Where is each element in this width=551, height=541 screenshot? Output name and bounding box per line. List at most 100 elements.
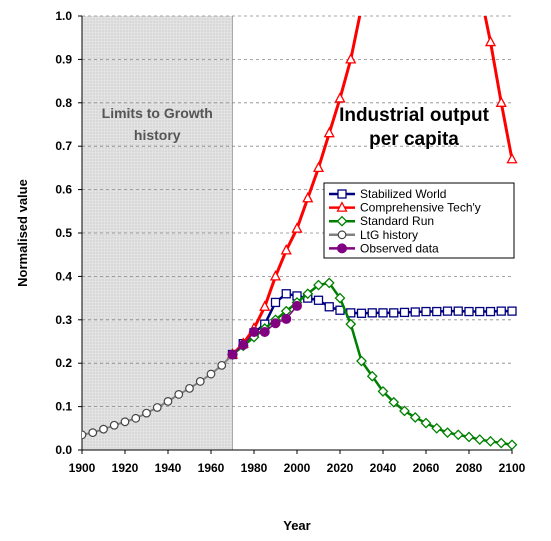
data-point-ltg-history (109, 420, 119, 430)
data-point-stabilized-world (453, 306, 463, 316)
data-point-ltg-history (152, 403, 162, 412)
legend-marker-comprehensive-tech-y (336, 201, 348, 212)
history-annotation-line-2: history (134, 127, 181, 143)
data-point-observed-data (259, 326, 270, 337)
y-tick-label: 0.3 (55, 313, 72, 327)
data-point-observed-data (227, 349, 238, 360)
data-point-standard-run (377, 385, 389, 397)
data-point-stabilized-world (464, 306, 474, 317)
y-tick-label: 0.8 (55, 96, 72, 110)
data-point-ltg-history (174, 390, 184, 399)
data-point-ltg-history (88, 428, 98, 438)
y-tick-label: 0.4 (55, 269, 72, 283)
y-tick-label: 1.0 (55, 9, 72, 23)
x-tick-label: 2020 (327, 461, 354, 475)
legend-label-observed-data: Observed data (360, 241, 439, 255)
data-point-standard-run (409, 412, 421, 423)
y-tick-label: 0.7 (55, 139, 72, 153)
data-point-comprehensive-tech-y (345, 53, 357, 64)
data-point-ltg-history (82, 430, 87, 440)
x-tick-label: 2100 (499, 461, 526, 475)
data-point-stabilized-world (507, 306, 517, 316)
axes (78, 15, 513, 454)
data-point-ltg-history (185, 383, 194, 393)
data-point-stabilized-world (367, 308, 377, 318)
data-point-stabilized-world (356, 308, 367, 318)
data-point-stabilized-world (496, 306, 506, 316)
data-point-standard-run (399, 405, 410, 417)
gridlines (82, 15, 512, 450)
y-tick-label: 0.6 (55, 183, 72, 197)
x-tick-labels: 1900 1920 1940 1960 1980 2000 2020 2040 2060 2080… (69, 461, 526, 475)
data-point-standard-run (388, 396, 400, 408)
legend-marker-ltg-history (337, 230, 347, 240)
legend-label-comprehensive-tech-y: Comprehensive Tech'y (360, 201, 481, 215)
data-point-stabilized-world (378, 308, 388, 318)
x-tick-label: 1960 (198, 461, 225, 475)
series-line-comprehensive-tech-y (231, 16, 362, 356)
data-point-standard-run (442, 427, 453, 439)
data-point-standard-run (334, 292, 346, 304)
data-point-comprehensive-tech-y (506, 152, 518, 164)
legend-label-ltg-history: LtG history (360, 228, 418, 242)
data-point-standard-run (366, 370, 378, 382)
data-point-comprehensive-tech-y (323, 126, 335, 138)
data-point-stabilized-world (281, 289, 291, 299)
data-point-stabilized-world (270, 297, 281, 308)
legend-label-standard-run: Standard Run (360, 214, 434, 228)
x-tick-label: 1980 (241, 461, 268, 475)
y-tick-label: 0.1 (55, 400, 72, 414)
y-tick-label: 0.0 (55, 443, 72, 457)
data-point-comprehensive-tech-y (334, 92, 346, 103)
data-point-comprehensive-tech-y (312, 161, 325, 173)
x-tick-label: 2080 (456, 461, 483, 475)
y-tick-label: 0.5 (55, 226, 72, 240)
legend-marker-observed-data (337, 243, 347, 254)
data-point-ltg-history (120, 417, 130, 427)
data-point-observed-data (238, 339, 249, 350)
x-tick-label: 1920 (112, 461, 139, 475)
data-point-standard-run (463, 431, 475, 443)
x-tick-label: 2060 (413, 461, 440, 475)
legend-box (323, 182, 515, 259)
legend-label-stabilized-world: Stabilized World (360, 187, 446, 201)
series-observed-data (227, 300, 302, 360)
legend-marker-stabilized-world (337, 189, 347, 199)
data-point-comprehensive-tech-y (302, 191, 314, 203)
data-point-standard-run (474, 434, 486, 446)
x-tick-label: 1900 (69, 461, 96, 475)
data-point-standard-run (452, 429, 464, 441)
data-point-standard-run (302, 288, 314, 300)
data-point-standard-run (495, 437, 507, 449)
data-point-stabilized-world (421, 306, 431, 317)
data-point-stabilized-world (442, 306, 453, 316)
data-point-observed-data (281, 313, 292, 324)
data-point-standard-run (345, 318, 357, 330)
series-layer (82, 16, 518, 451)
data-point-comprehensive-tech-y (495, 96, 507, 107)
data-point-ltg-history (131, 413, 141, 423)
legend-marker-standard-run (336, 215, 348, 227)
data-point-observed-data (292, 300, 302, 311)
data-point-ltg-history (217, 360, 227, 370)
data-point-comprehensive-tech-y (484, 35, 497, 47)
x-tick-label: 1940 (155, 461, 182, 475)
data-point-standard-run (323, 277, 335, 289)
data-point-stabilized-world (410, 307, 420, 317)
series-stabilized-world (227, 289, 517, 360)
data-point-stabilized-world (313, 295, 324, 305)
data-point-observed-data (270, 318, 281, 329)
data-point-standard-run (356, 355, 367, 367)
data-point-observed-data (249, 326, 259, 337)
data-point-stabilized-world (475, 306, 485, 317)
data-point-ltg-history (206, 369, 216, 379)
history-annotation-line-1: Limits to Growth (102, 105, 213, 121)
chart-title-line-1: Industrial output (339, 105, 490, 126)
data-point-standard-run (485, 435, 496, 447)
data-point-standard-run (420, 417, 432, 429)
data-point-standard-run (506, 439, 518, 451)
y-axis-label: Normalised value (15, 179, 30, 287)
data-point-comprehensive-tech-y (269, 270, 282, 281)
data-point-stabilized-world (399, 307, 410, 318)
